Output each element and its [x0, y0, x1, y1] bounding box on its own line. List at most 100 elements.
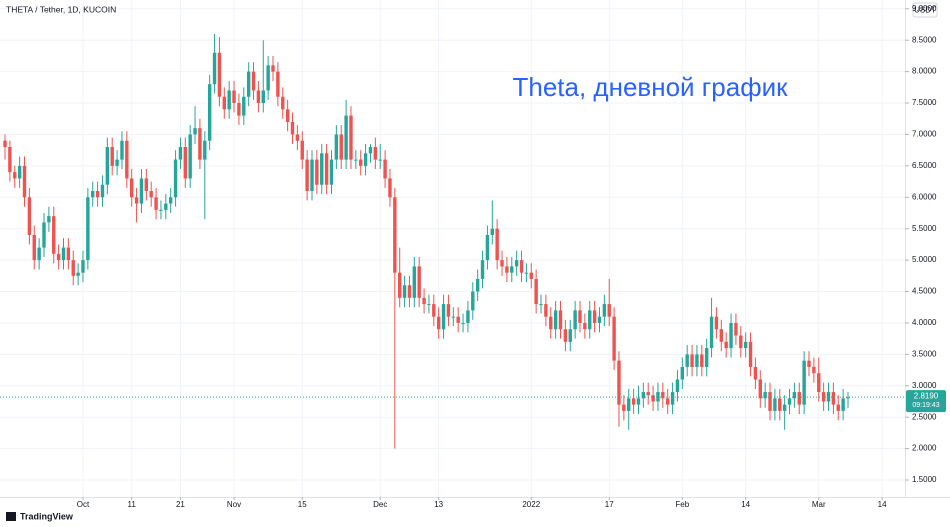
- candle-body: [324, 153, 329, 185]
- candle-body: [295, 134, 300, 141]
- candle-body: [134, 197, 139, 204]
- candle-body: [490, 228, 494, 235]
- last-price-box: [906, 390, 946, 413]
- candle-body: [617, 360, 621, 405]
- candle-body: [164, 203, 168, 210]
- candle-body: [281, 96, 285, 110]
- candle-body: [393, 197, 397, 273]
- candle-body: [130, 178, 134, 198]
- candle-body: [787, 398, 792, 405]
- candle-body: [748, 341, 753, 367]
- candle-body: [836, 404, 840, 411]
- candle-body: [802, 360, 806, 405]
- candle-body: [500, 260, 504, 267]
- candle-body: [534, 278, 538, 305]
- x-tick-label: Nov: [227, 500, 241, 509]
- candle-body: [407, 285, 412, 298]
- candle-body: [778, 398, 782, 411]
- candle-body: [61, 247, 66, 261]
- candle-body: [334, 134, 339, 160]
- candle-body: [627, 398, 631, 411]
- candle-body: [3, 140, 7, 148]
- y-tick-label: 6.5000: [912, 161, 937, 170]
- candle-body: [349, 115, 353, 160]
- candle-body: [37, 247, 41, 261]
- candle-body: [529, 272, 533, 279]
- candle-body: [222, 96, 226, 110]
- candle-body: [461, 322, 465, 324]
- candle-body: [641, 392, 646, 399]
- candle-body: [592, 310, 597, 323]
- candle-body: [514, 260, 519, 267]
- candle-body: [812, 366, 816, 374]
- candle-body: [700, 354, 704, 367]
- candle-body: [339, 134, 343, 160]
- candle-body: [305, 159, 309, 192]
- x-tick-label: 13: [434, 500, 443, 509]
- candle-body: [290, 121, 295, 135]
- candle-body: [622, 404, 626, 411]
- candle-body: [846, 397, 850, 399]
- candle-body: [734, 322, 738, 336]
- candle-body: [183, 147, 188, 179]
- candle-body: [588, 310, 592, 330]
- y-tick-label: 1.5000: [912, 475, 937, 484]
- candle-body: [821, 392, 826, 402]
- candle-body: [115, 159, 119, 166]
- candle-body: [354, 159, 358, 161]
- candle-body: [636, 398, 641, 405]
- candle-body: [168, 197, 173, 204]
- candle-body: [42, 222, 46, 248]
- candle-body: [232, 90, 236, 104]
- candle-body: [17, 165, 22, 179]
- candle-body: [841, 398, 845, 411]
- y-tick-label: 6.0000: [912, 192, 937, 201]
- candle-body: [271, 65, 275, 72]
- candle-body: [792, 392, 797, 399]
- candle-body: [139, 178, 144, 204]
- candle-body: [612, 316, 616, 361]
- candle-body: [86, 197, 90, 261]
- candle-body: [246, 71, 251, 97]
- candle-body: [373, 147, 378, 160]
- candle-body: [646, 392, 650, 396]
- candle-body: [76, 272, 80, 276]
- x-tick-label: 14: [878, 500, 887, 509]
- candle-body: [583, 322, 587, 330]
- candle-body: [505, 266, 509, 273]
- candle-body: [524, 272, 529, 274]
- candle-body: [709, 316, 714, 349]
- x-tick-label: 17: [605, 500, 614, 509]
- y-tick-label: 5.0000: [912, 255, 937, 264]
- candle-body: [831, 392, 836, 405]
- candle-body: [446, 304, 451, 317]
- candle-body: [602, 304, 607, 317]
- candle-body: [451, 316, 456, 318]
- candle-body: [417, 266, 421, 298]
- candle-body: [344, 115, 348, 160]
- candle-body: [680, 366, 685, 380]
- currency-box: [912, 2, 938, 18]
- candle-body: [251, 71, 256, 91]
- candle-body: [110, 147, 114, 166]
- candle-body: [495, 228, 499, 261]
- candle-body: [807, 360, 811, 367]
- candle-body: [432, 304, 436, 317]
- candle-body: [456, 316, 460, 323]
- candle-body: [510, 266, 514, 273]
- candle-body: [397, 272, 402, 298]
- candle-body: [173, 159, 178, 198]
- y-tick-label: 7.5000: [912, 98, 937, 107]
- candle-body: [549, 316, 553, 330]
- candle-body: [568, 329, 572, 342]
- candle-body: [763, 392, 767, 399]
- candle-body: [198, 128, 202, 160]
- candle-body: [724, 341, 728, 349]
- candle-body: [56, 253, 61, 261]
- grid: [0, 0, 905, 497]
- candle-body: [159, 209, 163, 211]
- candle-body: [714, 316, 719, 330]
- candle-body: [285, 109, 290, 122]
- candle-body: [661, 392, 665, 399]
